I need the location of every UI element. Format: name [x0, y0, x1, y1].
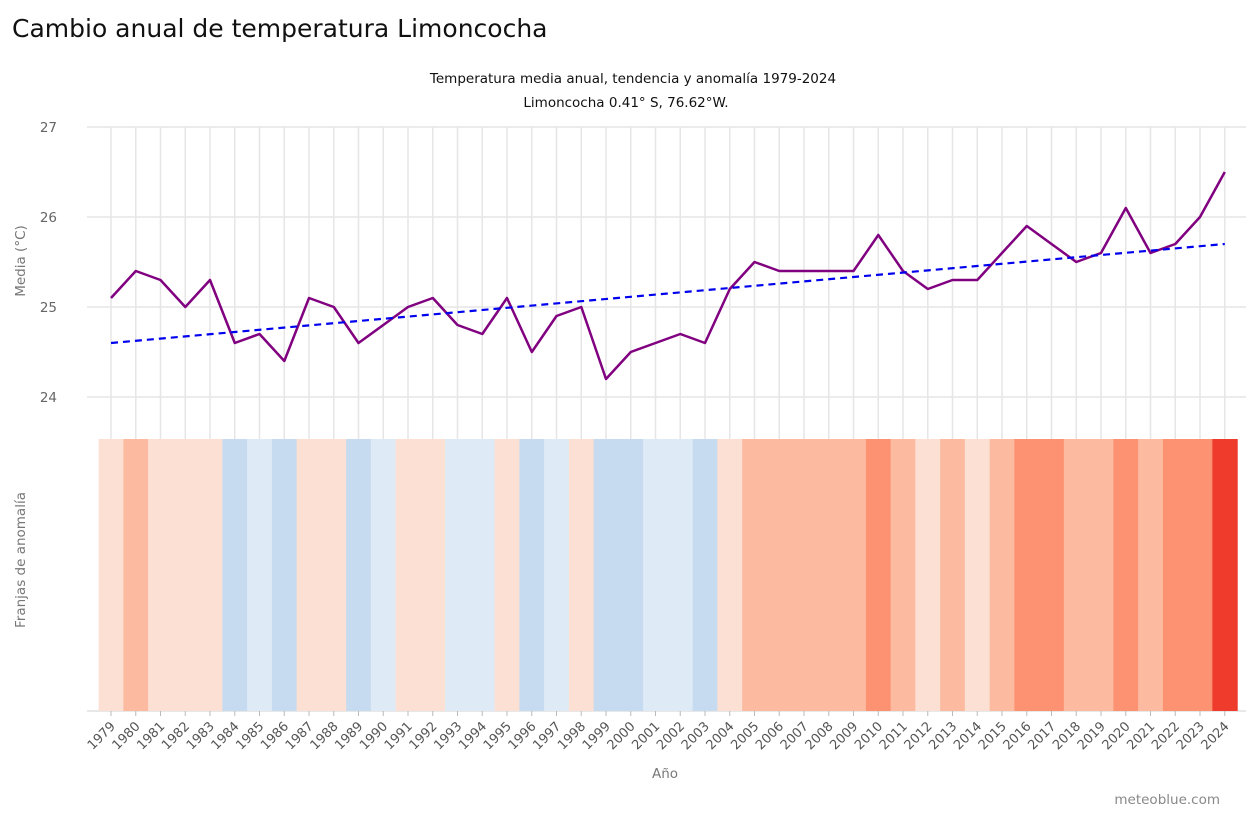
anomaly-stripe-2020	[1113, 439, 1139, 711]
x-tick-label: 2024	[1199, 719, 1233, 753]
anomaly-stripe-1995	[494, 439, 520, 711]
anomaly-stripe-2006	[766, 439, 793, 711]
anomaly-stripe-2007	[791, 439, 817, 711]
chart-subtitle-1: Temperatura media anual, tendencia y ano…	[429, 71, 836, 87]
y-tick-label: 27	[40, 120, 57, 136]
anomaly-stripe-1982	[172, 439, 199, 711]
y-axis-label: Media (°C)	[13, 225, 29, 297]
anomaly-stripe-1980	[123, 439, 149, 711]
anomaly-stripe-2001	[643, 439, 669, 711]
chart-subtitle-2: Limoncocha 0.41° S, 76.62°W.	[523, 95, 728, 111]
anomaly-stripe-2016	[1014, 439, 1040, 711]
anomaly-stripe-2018	[1063, 439, 1090, 711]
anomaly-stripe-1996	[519, 439, 545, 711]
anomaly-stripe-2000	[618, 439, 644, 711]
anomaly-stripe-2015	[989, 439, 1015, 711]
anomaly-stripe-2014	[964, 439, 991, 711]
anomaly-stripe-2004	[717, 439, 743, 711]
mean-temperature-line	[110, 171, 1226, 381]
grid-layer	[87, 126, 1246, 712]
anomaly-stripe-1990	[370, 439, 397, 711]
anomaly-stripe-1985	[247, 439, 273, 711]
anomaly-stripe-2012	[915, 439, 941, 711]
anomaly-stripe-1979	[98, 439, 124, 711]
page-title: Cambio anual de temperatura Limoncocha	[12, 14, 548, 43]
anomaly-stripe-2010	[865, 439, 892, 711]
stripes-axis-label: Franjas de anomalía	[13, 492, 29, 628]
anomaly-stripe-2024	[1212, 439, 1238, 711]
anomaly-stripe-1986	[271, 439, 298, 711]
anomaly-stripe-2011	[890, 439, 916, 711]
anomaly-stripe-1993	[445, 439, 471, 711]
anomaly-stripe-1981	[148, 439, 174, 711]
anomaly-stripe-2003	[692, 439, 718, 711]
anomaly-stripe-2019	[1088, 439, 1114, 711]
anomaly-stripe-1992	[420, 439, 446, 711]
anomaly-stripe-1989	[346, 439, 372, 711]
anomaly-stripe-2023	[1187, 439, 1213, 711]
anomaly-stripe-1983	[197, 439, 223, 711]
y-tick-label: 26	[40, 210, 57, 226]
y-tick-label: 24	[40, 390, 57, 406]
anomaly-stripe-2013	[940, 439, 966, 711]
y-tick-label: 25	[40, 300, 57, 316]
anomaly-stripe-2021	[1138, 439, 1164, 711]
anomaly-stripe-2005	[742, 439, 768, 711]
trend-line	[110, 242, 1225, 345]
anomaly-stripe-2017	[1039, 439, 1065, 711]
anomaly-stripe-2008	[816, 439, 842, 711]
anomaly-stripe-1988	[321, 439, 347, 711]
y-axis: 24 25 26 27	[40, 120, 57, 406]
anomaly-stripe-2022	[1162, 439, 1189, 711]
anomaly-stripe-2009	[841, 439, 867, 711]
anomaly-stripe-1998	[568, 439, 595, 711]
anomaly-stripe-1987	[296, 439, 322, 711]
x-axis: 1979198019811982198319841985198619871988…	[85, 711, 1233, 753]
anomaly-stripe-1997	[544, 439, 570, 711]
anomaly-stripe-2002	[667, 439, 694, 711]
anomaly-stripe-1999	[593, 439, 619, 711]
anomaly-stripe-1991	[395, 439, 421, 711]
anomaly-stripes	[98, 439, 1238, 711]
anomaly-stripe-1984	[222, 439, 248, 711]
anomaly-stripe-1994	[469, 439, 496, 711]
credit-text: meteoblue.com	[1114, 792, 1220, 808]
series-layer	[110, 171, 1226, 381]
x-axis-label: Año	[652, 766, 678, 782]
